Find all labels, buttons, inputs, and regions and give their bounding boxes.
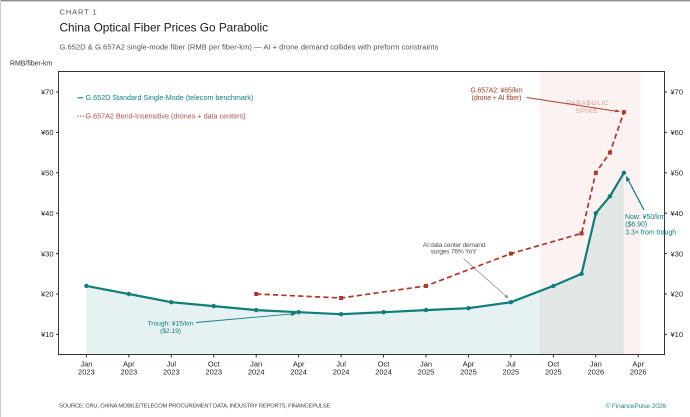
svg-text:G.657A2: ¥65/km: G.657A2: ¥65/km bbox=[470, 88, 523, 95]
svg-text:Jul: Jul bbox=[336, 360, 346, 369]
svg-text:2023: 2023 bbox=[78, 368, 95, 377]
svg-text:2023: 2023 bbox=[163, 368, 180, 377]
svg-text:Jan: Jan bbox=[80, 360, 92, 369]
svg-text:2025: 2025 bbox=[503, 368, 520, 377]
svg-text:surges 76% YoY: surges 76% YoY bbox=[431, 248, 477, 255]
svg-text:PARABOLIC: PARABOLIC bbox=[567, 100, 610, 107]
svg-text:RMB/fiber-km: RMB/fiber-km bbox=[10, 61, 52, 68]
svg-text:© FinancePulse 2026: © FinancePulse 2026 bbox=[606, 402, 667, 410]
svg-text:AI data center demand: AI data center demand bbox=[423, 242, 486, 249]
svg-text:Jan: Jan bbox=[250, 360, 262, 369]
svg-text:(drone + AI fiber): (drone + AI fiber) bbox=[472, 95, 522, 102]
svg-text:2026: 2026 bbox=[587, 368, 604, 377]
svg-text:G.657A2 Bend-Insensitive (dron: G.657A2 Bend-Insensitive (drones + data … bbox=[86, 112, 246, 121]
svg-text:SOURCE: CRU, CHINA MOBILE/TELE: SOURCE: CRU, CHINA MOBILE/TELECOM PROCUR… bbox=[59, 404, 331, 410]
svg-text:Oct: Oct bbox=[208, 360, 221, 369]
svg-text:¥40: ¥40 bbox=[671, 209, 684, 218]
svg-text:G.652D Standard Single-Mode (t: G.652D Standard Single-Mode (telecom ben… bbox=[86, 93, 254, 102]
svg-text:2024: 2024 bbox=[290, 368, 307, 377]
svg-text:¥20: ¥20 bbox=[671, 290, 684, 299]
svg-text:Apr: Apr bbox=[123, 360, 135, 369]
svg-text:Apr: Apr bbox=[463, 360, 475, 369]
svg-text:¥70: ¥70 bbox=[41, 88, 54, 97]
svg-text:2024: 2024 bbox=[248, 368, 265, 377]
svg-text:3.3× from trough: 3.3× from trough bbox=[625, 229, 676, 236]
svg-text:2025: 2025 bbox=[418, 368, 435, 377]
svg-text:Oct: Oct bbox=[378, 360, 391, 369]
svg-text:¥30: ¥30 bbox=[671, 249, 684, 258]
svg-text:¥60: ¥60 bbox=[671, 128, 684, 137]
svg-text:2023: 2023 bbox=[121, 368, 138, 377]
svg-text:CHART 1: CHART 1 bbox=[60, 7, 98, 16]
svg-text:¥60: ¥60 bbox=[41, 128, 54, 137]
svg-text:($2.19): ($2.19) bbox=[160, 328, 181, 335]
svg-text:¥50: ¥50 bbox=[671, 169, 684, 178]
svg-text:G.652D & G.657A2 single-mode f: G.652D & G.657A2 single-mode fiber (RMB … bbox=[60, 43, 439, 52]
svg-text:Jul: Jul bbox=[506, 360, 516, 369]
svg-text:¥20: ¥20 bbox=[41, 290, 54, 299]
svg-text:2024: 2024 bbox=[333, 368, 350, 377]
svg-text:Now: ¥50/km: Now: ¥50/km bbox=[625, 214, 666, 221]
svg-text:¥70: ¥70 bbox=[671, 88, 684, 97]
svg-text:Apr: Apr bbox=[293, 360, 305, 369]
svg-text:¥10: ¥10 bbox=[671, 330, 684, 339]
svg-text:¥50: ¥50 bbox=[41, 169, 54, 178]
svg-text:SPIKE: SPIKE bbox=[576, 108, 598, 115]
svg-text:Jan: Jan bbox=[420, 360, 432, 369]
svg-text:($6.90): ($6.90) bbox=[625, 222, 647, 229]
svg-text:2025: 2025 bbox=[545, 368, 562, 377]
svg-text:¥30: ¥30 bbox=[41, 249, 54, 258]
svg-text:Apr: Apr bbox=[632, 360, 644, 369]
svg-text:Jul: Jul bbox=[167, 360, 177, 369]
svg-text:Oct: Oct bbox=[548, 360, 561, 369]
svg-text:¥10: ¥10 bbox=[41, 330, 54, 339]
svg-text:¥40: ¥40 bbox=[41, 209, 54, 218]
svg-text:2025: 2025 bbox=[460, 368, 477, 377]
svg-text:2023: 2023 bbox=[205, 368, 222, 377]
svg-text:Jan: Jan bbox=[590, 360, 602, 369]
svg-text:China Optical Fiber Prices Go: China Optical Fiber Prices Go Parabolic bbox=[60, 21, 269, 35]
svg-text:2026: 2026 bbox=[630, 368, 647, 377]
svg-text:2024: 2024 bbox=[375, 368, 392, 377]
svg-text:Trough: ¥15/km: Trough: ¥15/km bbox=[148, 320, 194, 327]
